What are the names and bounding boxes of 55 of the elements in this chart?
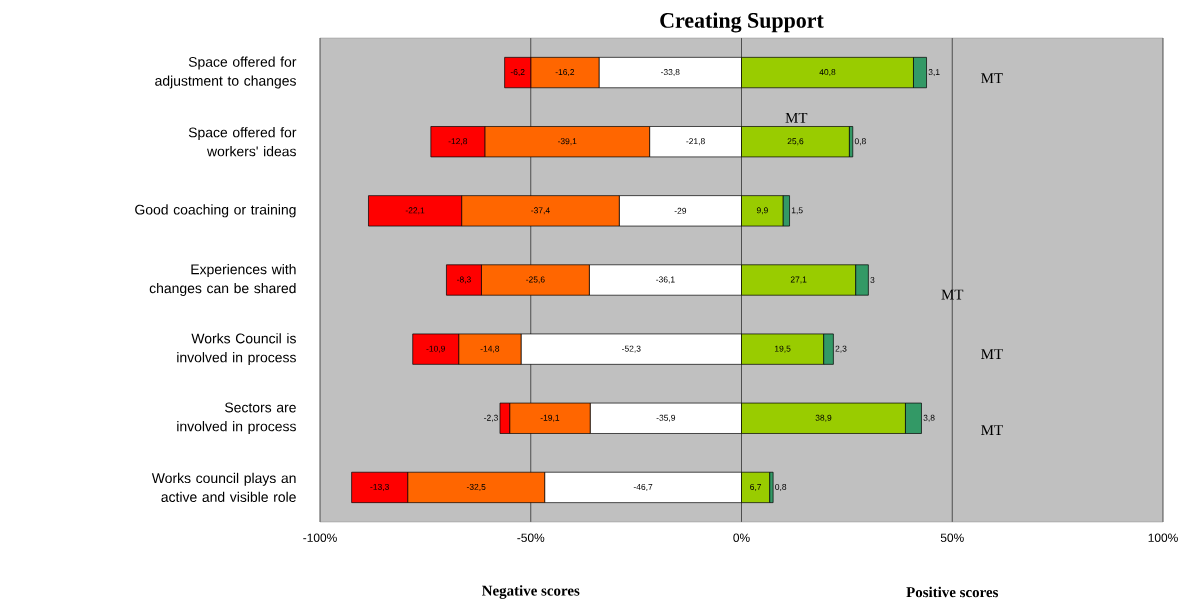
data-label: -36,1	[656, 276, 675, 284]
annotation: MT	[981, 425, 1003, 435]
data-label: -12,8	[448, 138, 468, 146]
text: Positive scores	[906, 586, 999, 598]
data-label: 3,1	[928, 69, 940, 77]
data-label: -52,3	[622, 345, 641, 353]
data-label: -2,3	[484, 414, 498, 422]
data-label: 27,1	[790, 276, 807, 284]
data-label: -14,8	[480, 345, 500, 353]
data-label: -33,8	[660, 69, 680, 77]
annotation: MT	[981, 73, 1003, 84]
x-tick-label: -50%	[517, 533, 545, 542]
y-tick-label: Space offered for adjustment to changes	[155, 56, 297, 89]
x-tick-label: 50%	[940, 533, 964, 542]
y-tick-label: Space offered for workers' ideas	[188, 127, 297, 157]
y-tick-label: Good coaching or training	[135, 204, 296, 218]
annotation: MT	[785, 112, 808, 123]
data-label: 6,7	[750, 483, 762, 491]
y-tick-label: Experiences with changes can be shared	[149, 264, 296, 296]
data-label: -32,5	[466, 483, 486, 491]
data-label: -46,7	[633, 483, 653, 491]
data-label: 3	[870, 277, 875, 283]
data-label: 0,8	[775, 483, 787, 491]
data-label: -19,1	[540, 414, 560, 422]
data-label: -35,9	[656, 414, 676, 422]
data-label: 0,8	[854, 138, 866, 146]
data-label: -13,3	[370, 483, 389, 491]
data-label: -29	[674, 207, 687, 214]
text: Negative scores	[482, 585, 580, 599]
data-label: -39,1	[557, 138, 577, 146]
annotation: MT	[941, 289, 964, 300]
data-label: 9,9	[756, 207, 768, 215]
y-tick-label: Sectors are involved in process	[177, 402, 296, 435]
data-label: -37,4	[531, 207, 550, 215]
data-label: -6,2	[510, 69, 525, 77]
data-label: -10,9	[426, 345, 445, 353]
data-label: -16,2	[555, 69, 575, 77]
data-label: -22,1	[405, 207, 425, 215]
annotation: MT	[981, 349, 1003, 359]
x-tick-label: -100%	[303, 533, 337, 542]
y-tick-label: Works Council is involved in process	[177, 333, 296, 366]
data-label: 38,9	[815, 414, 832, 422]
y-tick-label: Works council plays an active and visible role	[151, 472, 296, 503]
data-label: 1,5	[791, 207, 803, 215]
data-label: -21,8	[686, 138, 705, 146]
x-tick-label: 100%	[1148, 533, 1178, 542]
data-label: -8,3	[457, 276, 471, 284]
x-tick-label: 0%	[733, 533, 750, 542]
data-label: 3,8	[923, 414, 935, 422]
data-label: -25,6	[526, 276, 545, 284]
data-label: 19,5	[775, 345, 791, 353]
chart-title: Creating Support	[660, 12, 824, 33]
data-label: 2,3	[835, 345, 847, 353]
data-label: 40,8	[819, 69, 836, 77]
data-label: 25,6	[787, 138, 804, 146]
